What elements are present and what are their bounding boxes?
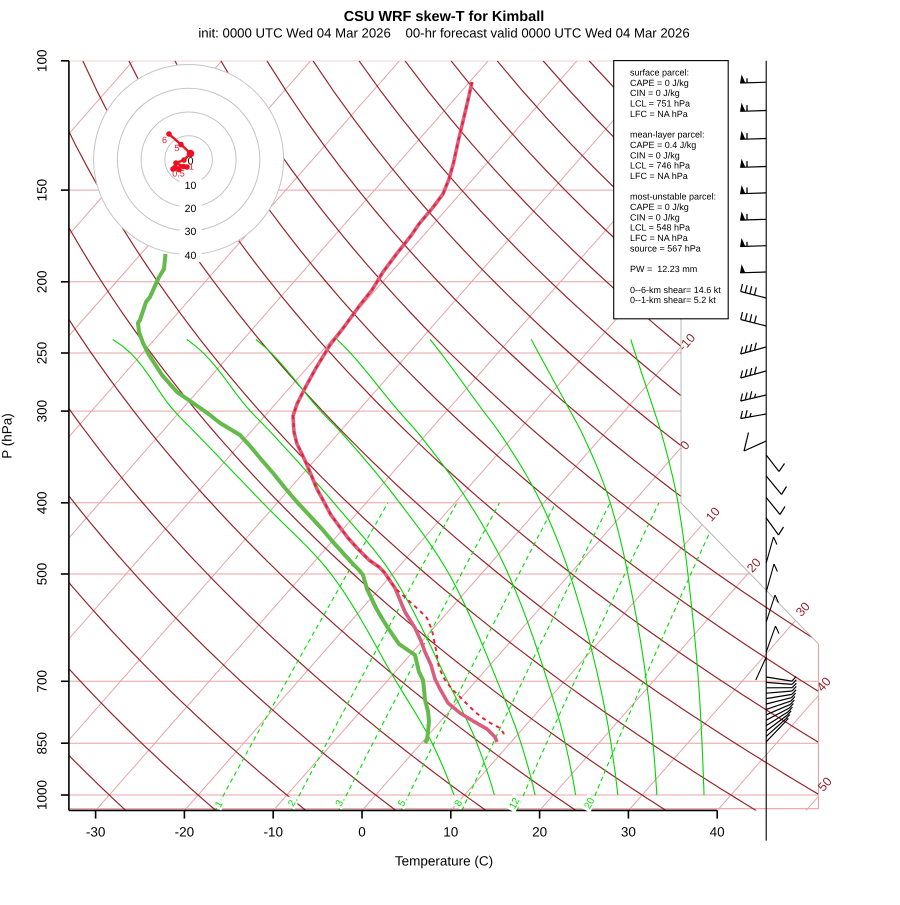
svg-text:300: 300: [35, 400, 50, 423]
svg-text:CSU WRF skew-T for Kimball: CSU WRF skew-T for Kimball: [344, 9, 545, 25]
svg-text:0.5: 0.5: [172, 169, 185, 179]
svg-text:CIN = 0 J/kg: CIN = 0 J/kg: [630, 88, 680, 98]
svg-text:CIN = 0 J/kg: CIN = 0 J/kg: [630, 212, 680, 222]
svg-text:20: 20: [532, 825, 547, 840]
svg-text:1000: 1000: [35, 780, 50, 810]
svg-text:PW = 12.23 mm: PW = 12.23 mm: [630, 264, 697, 274]
svg-text:-10: -10: [263, 825, 283, 840]
svg-text:CIN = 0 J/kg: CIN = 0 J/kg: [630, 150, 680, 160]
svg-text:0--6-km shear= 14.6 kt: 0--6-km shear= 14.6 kt: [630, 285, 721, 295]
svg-text:6: 6: [162, 135, 167, 145]
svg-text:500: 500: [35, 563, 50, 586]
svg-text:850: 850: [35, 732, 50, 755]
svg-text:CAPE = 0 J/kg: CAPE = 0 J/kg: [630, 78, 689, 88]
svg-text:30: 30: [185, 226, 197, 238]
svg-text:mean-layer parcel:: mean-layer parcel:: [630, 130, 705, 140]
svg-text:30: 30: [621, 825, 636, 840]
svg-text:CAPE = 0.4 J/kg: CAPE = 0.4 J/kg: [630, 140, 696, 150]
svg-text:20: 20: [185, 203, 197, 215]
svg-text:10: 10: [185, 180, 197, 192]
svg-text:-30: -30: [86, 825, 106, 840]
svg-text:5: 5: [174, 143, 179, 153]
svg-text:400: 400: [35, 492, 50, 515]
svg-text:LCL = 746 hPa: LCL = 746 hPa: [630, 161, 690, 171]
svg-text:LCL = 548 hPa: LCL = 548 hPa: [630, 223, 690, 233]
svg-text:-20: -20: [175, 825, 195, 840]
svg-text:0: 0: [358, 825, 366, 840]
svg-text:10: 10: [443, 825, 458, 840]
svg-text:surface parcel:: surface parcel:: [630, 68, 689, 78]
svg-text:LFC = NA hPa: LFC = NA hPa: [630, 233, 688, 243]
svg-text:40: 40: [710, 825, 725, 840]
svg-text:init: 0000 UTC Wed 04 Mar 2026: init: 0000 UTC Wed 04 Mar 2026 00-hr for…: [198, 26, 689, 41]
svg-text:Temperature (C): Temperature (C): [395, 854, 493, 869]
svg-text:source = 567 hPa: source = 567 hPa: [630, 243, 701, 253]
svg-text:CAPE = 0 J/kg: CAPE = 0 J/kg: [630, 202, 689, 212]
svg-text:1: 1: [189, 162, 194, 172]
svg-text:0--1-km shear= 5.2 kt: 0--1-km shear= 5.2 kt: [630, 295, 716, 305]
svg-text:LFC = NA hPa: LFC = NA hPa: [630, 171, 688, 181]
svg-text:700: 700: [35, 670, 50, 693]
svg-text:150: 150: [35, 179, 50, 202]
svg-text:250: 250: [35, 342, 50, 365]
svg-text:LCL = 751 hPa: LCL = 751 hPa: [630, 99, 690, 109]
svg-text:P (hPa): P (hPa): [0, 413, 15, 459]
svg-text:40: 40: [185, 250, 197, 262]
svg-text:LFC = NA hPa: LFC = NA hPa: [630, 109, 688, 119]
svg-text:100: 100: [35, 50, 50, 73]
svg-text:most-unstable parcel:: most-unstable parcel:: [630, 192, 716, 202]
svg-text:200: 200: [35, 271, 50, 294]
